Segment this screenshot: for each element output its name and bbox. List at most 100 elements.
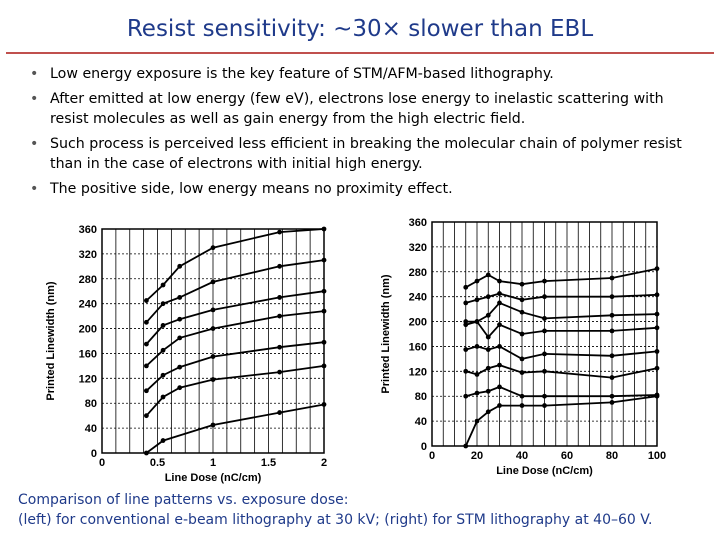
data-point (485, 347, 491, 352)
data-point (519, 297, 525, 303)
y-tick-label: 320 (79, 249, 97, 261)
bullet-item: • After emitted at low energy (few eV), e… (30, 89, 700, 129)
data-point (519, 403, 525, 408)
data-point (474, 390, 480, 396)
data-point (463, 284, 469, 290)
data-point (210, 422, 216, 428)
data-point (542, 316, 547, 321)
caption-line-2: (left) for conventional e-beam lithograp… (18, 512, 653, 528)
x-tick-label: 2 (321, 457, 327, 469)
data-point (210, 279, 216, 285)
data-point (497, 278, 502, 284)
data-point (485, 312, 491, 318)
data-point (474, 344, 480, 349)
data-point (160, 347, 166, 353)
data-point (177, 335, 183, 341)
series-2 (463, 384, 660, 399)
series-4 (144, 308, 327, 369)
series-line (145, 228, 325, 302)
series-7 (144, 226, 327, 303)
series-4 (463, 344, 660, 362)
y-tick-label: 280 (79, 274, 97, 286)
bullet-dot: • (30, 66, 39, 82)
y-tick-label: 280 (409, 267, 427, 279)
series-line (145, 290, 325, 345)
data-point (497, 362, 502, 368)
y-tick-label: 360 (409, 217, 427, 229)
x-tick-label: 100 (648, 450, 666, 462)
data-point (474, 319, 480, 324)
data-point (609, 275, 615, 281)
data-point (519, 281, 525, 287)
x-tick-label: 1.5 (261, 457, 276, 469)
series-line (465, 385, 658, 398)
data-point (277, 410, 282, 415)
y-tick-label: 40 (415, 416, 427, 428)
series-6 (144, 257, 327, 325)
data-point (321, 308, 327, 314)
bullet-dot: • (30, 181, 39, 197)
data-point (542, 393, 547, 399)
x-tick-label: 1 (210, 457, 216, 469)
data-point (542, 294, 547, 300)
caption-line-1: Comparison of line patterns vs. exposure… (18, 492, 349, 508)
x-tick-label: 0 (99, 457, 105, 469)
data-point (474, 297, 480, 303)
data-point (277, 369, 282, 375)
y-tick-label: 160 (79, 348, 97, 360)
data-point (609, 294, 615, 300)
data-point (485, 409, 491, 415)
data-point (497, 300, 502, 306)
data-point (210, 245, 216, 251)
data-point (542, 368, 547, 374)
x-tick-label: 40 (516, 450, 528, 462)
y-tick-label: 80 (415, 391, 427, 403)
data-point (144, 413, 149, 419)
y-tick-label: 80 (85, 398, 97, 410)
series-3 (463, 362, 660, 380)
bullet-dot: • (30, 91, 39, 107)
x-tick-label: 0.5 (150, 457, 165, 469)
data-point (654, 266, 660, 272)
data-point (144, 298, 149, 303)
bullet-item: • Low energy exposure is the key feature … (30, 64, 700, 84)
data-point (160, 438, 166, 443)
y-tick-label: 200 (79, 324, 97, 336)
series-7 (463, 291, 660, 306)
data-point (463, 393, 469, 399)
series-5 (463, 319, 660, 340)
data-point (609, 328, 615, 334)
bullet-text: After emitted at low energy (few eV), el… (50, 91, 664, 127)
series-line (465, 292, 658, 304)
series-2 (144, 363, 327, 419)
data-point (177, 385, 183, 391)
data-point (463, 319, 469, 324)
bullet-text: The positive side, low energy means no p… (50, 181, 453, 197)
data-point (210, 307, 216, 313)
x-tick-label: 20 (471, 450, 483, 462)
data-point (321, 257, 327, 263)
data-point (321, 226, 327, 232)
data-point (160, 282, 166, 288)
data-point (485, 365, 491, 371)
series-5 (144, 288, 327, 347)
series-line (145, 259, 325, 323)
data-point (144, 388, 149, 394)
data-point (497, 291, 502, 296)
y-tick-label: 320 (409, 242, 427, 254)
y-tick-label: 240 (409, 292, 427, 304)
data-point (519, 356, 525, 362)
data-point (609, 375, 615, 380)
data-point (485, 334, 491, 340)
data-point (485, 294, 491, 300)
data-point (463, 300, 469, 306)
data-point (144, 363, 149, 369)
data-point (519, 309, 525, 315)
data-point (654, 349, 660, 354)
data-point (654, 325, 660, 331)
series-line (465, 345, 658, 360)
data-point (160, 394, 166, 400)
data-point (463, 443, 469, 449)
data-point (177, 364, 183, 370)
data-point (277, 313, 282, 319)
